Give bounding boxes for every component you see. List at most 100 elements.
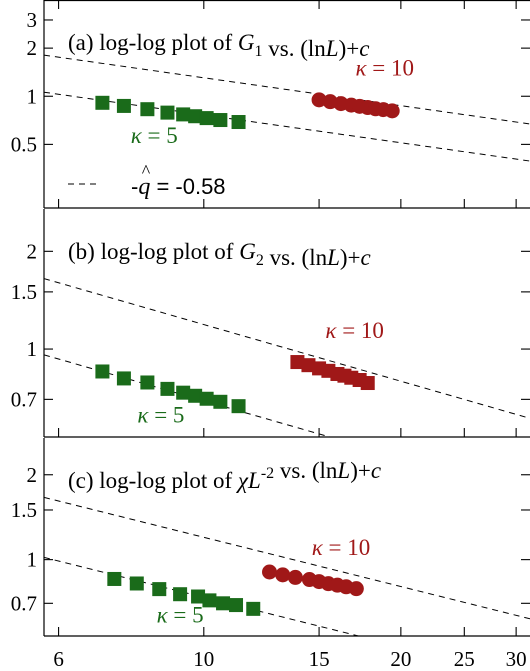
data-point — [95, 95, 110, 110]
title-italic: L — [325, 36, 339, 61]
kappa-value: = 5 — [168, 603, 204, 628]
data-point — [262, 564, 278, 580]
y-tick-label: 0.5 — [11, 132, 37, 156]
series-label: κ = 10 — [356, 55, 415, 80]
data-point — [301, 358, 316, 373]
title-text: vs. (ln — [263, 36, 327, 61]
kappa-symbol: κ — [312, 535, 324, 560]
title-symbol: χ — [236, 468, 249, 493]
kappa-value: = 10 — [336, 318, 383, 343]
legend-value: = -0.58 — [150, 174, 225, 199]
series-label: κ = 5 — [137, 402, 184, 427]
data-point — [140, 375, 155, 390]
data-point — [107, 571, 122, 586]
kappa-symbol: κ — [131, 123, 143, 148]
title-symbol: G — [238, 30, 255, 55]
y-tick-label: 3 — [27, 8, 38, 32]
kappa-symbol: κ — [356, 55, 368, 80]
data-point — [191, 589, 206, 604]
series-10 — [311, 92, 400, 119]
kappa-value: = 5 — [148, 402, 184, 427]
data-point — [116, 98, 131, 113]
y-tick-label: 1 — [27, 548, 38, 572]
data-point — [188, 109, 203, 124]
title-superscript: -2 — [261, 465, 274, 482]
title-italic: L — [326, 245, 340, 270]
legend-symbol: q — [138, 174, 150, 200]
y-tick-label: 1.5 — [11, 280, 37, 304]
kappa-symbol: κ — [137, 402, 149, 427]
data-point — [275, 567, 291, 583]
x-tick-label: 20 — [390, 647, 411, 671]
data-point — [173, 587, 188, 602]
series-5 — [95, 95, 246, 130]
kappa-value: = 10 — [323, 535, 370, 560]
title-subscript: 2 — [256, 252, 264, 269]
title-text: )+ — [350, 458, 371, 483]
title-text: )+ — [339, 36, 360, 61]
data-point — [160, 381, 175, 396]
series-label: κ = 5 — [157, 603, 204, 628]
y-tick-label: 1 — [27, 84, 38, 108]
data-point — [231, 115, 246, 130]
title-italic: c — [359, 36, 369, 61]
data-point — [231, 399, 246, 414]
title-italic: c — [361, 245, 371, 270]
title-subscript: 1 — [255, 43, 263, 60]
data-point — [202, 593, 217, 608]
y-tick-label: 1 — [27, 337, 38, 361]
data-point — [348, 581, 364, 597]
data-point — [116, 371, 131, 386]
kappa-symbol: κ — [157, 603, 169, 628]
fit-line — [44, 278, 530, 419]
data-point — [129, 576, 144, 591]
data-point — [229, 598, 244, 613]
x-tick-label: 30 — [506, 647, 527, 671]
kappa-symbol: κ — [325, 318, 337, 343]
series-10 — [262, 564, 364, 597]
data-point — [140, 102, 155, 117]
y-tick-label: 0.7 — [11, 387, 37, 411]
title-text: (b) log-log plot of — [68, 239, 239, 264]
title-text: vs. (ln — [264, 245, 328, 270]
series-5 — [107, 571, 261, 616]
data-point — [152, 582, 167, 597]
data-point — [311, 92, 327, 108]
data-point — [213, 113, 228, 128]
data-point — [246, 601, 261, 616]
panel-plot-area — [44, 54, 530, 162]
series-10 — [290, 355, 375, 391]
y-tick-label: 0.7 — [11, 591, 37, 615]
data-point — [176, 385, 191, 400]
panel-title: (c) log-log plot of χL-2 vs. (lnL)+c — [68, 458, 381, 493]
legend-text: -q = -0.58 — [131, 174, 226, 200]
series-5 — [95, 364, 246, 414]
panel-plot-area — [44, 496, 530, 636]
data-point — [199, 391, 214, 406]
title-text: (a) log-log plot of — [68, 30, 238, 55]
panel-plot-area — [44, 278, 530, 437]
title-symbol: G — [239, 239, 256, 264]
y-tick-label: 1.5 — [11, 498, 37, 522]
panel-title: (a) log-log plot of G1 vs. (lnL)+c — [68, 30, 369, 61]
y-tick-label: 2 — [27, 36, 38, 60]
series-label: κ = 10 — [312, 535, 371, 560]
data-point — [160, 105, 175, 120]
data-point — [95, 364, 110, 379]
series-label: κ = 10 — [325, 318, 384, 343]
x-tick-label: 10 — [193, 647, 214, 671]
panel-c: 0.711.52 (c) log-log plot of χL-2 vs. (ln… — [11, 438, 530, 637]
title-text: )+ — [340, 245, 361, 270]
data-point — [188, 388, 203, 403]
data-point — [176, 107, 191, 122]
fit-line — [44, 54, 530, 125]
panel-b: 0.711.52 (b) log-log plot of G2 vs. (lnL)… — [11, 209, 530, 438]
legend-sign: - — [131, 174, 138, 199]
title-symbol-l: L — [247, 468, 261, 493]
legend-hat: ^ — [142, 161, 151, 181]
data-point — [199, 111, 214, 126]
data-point — [290, 355, 305, 370]
y-tick-label: 2 — [27, 239, 38, 263]
